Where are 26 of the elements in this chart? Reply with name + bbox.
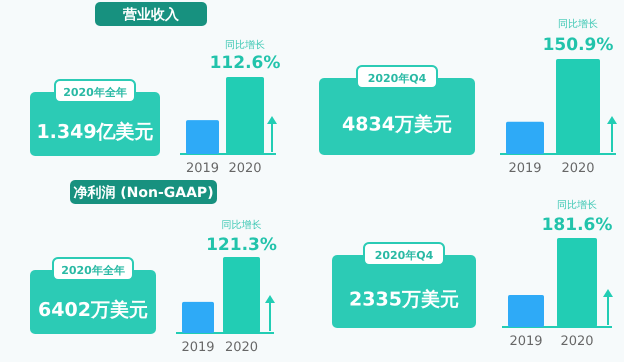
text: 121.3%: [206, 235, 277, 255]
text: 2020年全年: [61, 264, 125, 277]
x-tick-label: 2019: [186, 161, 220, 176]
text: 2020年Q4: [374, 249, 434, 262]
x-tick-label: 2020: [224, 340, 258, 355]
x-tick-label: 2020: [560, 334, 594, 349]
text: 同比增长: [225, 39, 265, 51]
chart-title: 营业收入: [122, 7, 180, 23]
text: 4834万美元: [342, 114, 452, 136]
text: 同比增长: [222, 219, 262, 231]
text: 同比增长: [557, 199, 597, 211]
text: 181.6%: [542, 215, 612, 235]
x-tick-label: 2019: [509, 334, 543, 349]
text: 2020年全年: [63, 86, 127, 99]
x-tick-label: 2020: [228, 161, 262, 176]
text: 同比增长: [558, 18, 598, 30]
text: 112.6%: [210, 53, 280, 73]
text: 6402万美元: [38, 299, 148, 321]
chart-title: 净利润 (Non-GAAP): [73, 184, 214, 201]
x-tick-label: 2019: [181, 340, 215, 355]
text: 1.349亿美元: [36, 121, 154, 143]
text: 2335万美元: [349, 288, 459, 310]
text: 150.9%: [542, 35, 614, 55]
x-tick-label: 2019: [508, 161, 542, 176]
text: 2020年Q4: [368, 72, 427, 85]
x-tick-label: 2020: [561, 161, 595, 176]
